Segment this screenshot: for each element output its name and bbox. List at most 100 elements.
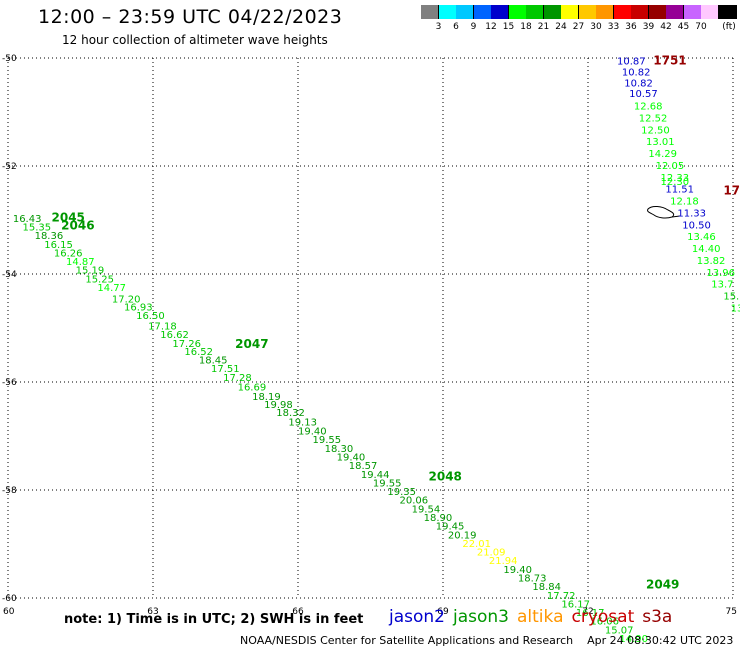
- wave-height-label: 12.18: [670, 197, 699, 208]
- lat-tick-label: -56: [2, 378, 17, 388]
- lat-tick-label: -50: [2, 54, 17, 64]
- satellite-legend: jason2 jason3 altika cryosat s3a: [389, 607, 680, 627]
- track-jason2: 10.8710.8210.8210.5712.6812.5212.5013.01…: [617, 54, 740, 315]
- scale-label: 45: [677, 22, 690, 32]
- wave-height-label: 11.33: [677, 208, 706, 219]
- pass-time-label: 1751: [653, 54, 686, 68]
- wave-height-label: 14.77: [97, 283, 126, 294]
- wave-height-label: 18.19: [252, 392, 281, 403]
- wave-height-label: 15.: [723, 292, 739, 303]
- wave-height-label: 10.82: [624, 78, 653, 89]
- wave-height-label: 19.40: [298, 427, 327, 438]
- footer-note: note: 1) Time is in UTC; 2) SWH is in fe…: [64, 612, 364, 627]
- lat-tick-label: -54: [2, 270, 17, 280]
- wave-height-label: 15.35: [23, 222, 52, 233]
- scale-swatch: [718, 5, 737, 19]
- lat-tick-label: -60: [2, 594, 17, 604]
- lat-tick-label: -58: [2, 486, 17, 496]
- lat-lon-grid: [7, 57, 734, 599]
- wave-height-label: 14.87: [66, 257, 95, 268]
- wave-height-label: 12.50: [641, 125, 670, 136]
- wave-height-label: 18.45: [199, 355, 228, 366]
- wave-height-label: 17.26: [172, 339, 201, 350]
- wave-height-label: 11.51: [665, 185, 694, 196]
- pass-time-label: 2046: [61, 218, 94, 232]
- wave-height-label: 14.40: [692, 244, 721, 255]
- wave-height-label: 14.90: [619, 634, 648, 645]
- scale-label: 15: [502, 22, 515, 32]
- lon-tick-label: 75: [726, 607, 737, 617]
- wave-height-label: 18.32: [276, 408, 305, 419]
- wave-height-label: 13.82: [697, 256, 726, 267]
- scale-label: 70: [695, 22, 707, 32]
- wave-height-label: 16.50: [136, 311, 165, 322]
- lat-tick-label: -52: [2, 162, 17, 172]
- wave-height-label: 12.05: [656, 161, 685, 172]
- wave-height-label: 10.57: [629, 89, 658, 100]
- wave-height-label: 13: [731, 303, 740, 314]
- wave-height-label: 22.01: [462, 539, 491, 550]
- wave-height-label: 18.73: [518, 573, 547, 584]
- scale-unit: (ft): [722, 22, 736, 32]
- wave-height-label: 14.29: [648, 149, 677, 160]
- wave-height-label: 18.36: [35, 231, 64, 242]
- lon-tick-label: 66: [292, 607, 304, 617]
- wave-height-label: 10.82: [622, 68, 651, 79]
- scale-label: 12: [485, 22, 497, 32]
- wave-height-label: 19.35: [387, 487, 416, 498]
- wave-height-label: 16.52: [184, 347, 213, 358]
- wave-height-label: 19.13: [288, 417, 317, 428]
- scale-label: 6: [453, 22, 459, 32]
- legend-altika: altika: [517, 607, 564, 627]
- wave-height-label: 12.33: [661, 173, 690, 184]
- pass-time-label: 2047: [235, 337, 268, 351]
- wave-height-label: 17.18: [148, 321, 177, 332]
- wave-height-label: 12.30: [661, 177, 690, 188]
- wave-height-label: 12.68: [634, 102, 663, 113]
- scale-label: 39: [642, 22, 655, 32]
- wave-height-label: 19.45: [436, 522, 465, 533]
- footer-credit: NOAA/NESDIS Center for Satellite Applica…: [240, 634, 733, 647]
- legend-cryosat: cryosat: [571, 607, 635, 627]
- wave-height-label: 13.46: [687, 232, 716, 243]
- wave-height-label: 16.17: [576, 608, 605, 619]
- pass-time-label: 2049: [646, 578, 679, 592]
- wave-height-label: 16.06: [590, 617, 619, 628]
- lon-tick-label: 72: [582, 607, 593, 617]
- wave-height-label: 19.98: [264, 400, 293, 411]
- wave-height-label: 15.07: [605, 625, 634, 636]
- lon-tick-label: 69: [437, 607, 449, 617]
- scale-label: 33: [607, 22, 620, 32]
- wave-height-label: 20.19: [448, 530, 477, 541]
- wave-height-label: 17.51: [211, 364, 240, 375]
- island-outline: [647, 206, 681, 219]
- wave-height-label: 17.72: [547, 591, 576, 602]
- legend-jason2: jason2: [389, 607, 445, 627]
- wave-height-label: 15.25: [85, 274, 114, 285]
- wave-height-label: 18.84: [532, 582, 561, 593]
- credit-text: NOAA/NESDIS Center for Satellite Applica…: [240, 634, 574, 647]
- wave-height-label: 19.55: [373, 478, 402, 489]
- lon-tick-label: 60: [3, 607, 15, 617]
- wave-height-label: 18.57: [349, 461, 378, 472]
- wave-height-label: 17.28: [223, 373, 252, 384]
- wave-height-label: 16.43: [13, 214, 42, 225]
- wave-height-label: 15.19: [76, 266, 105, 277]
- map-subtitle: 12 hour collection of altimeter wave hei…: [62, 33, 328, 47]
- wave-height-label: 13.7: [711, 280, 733, 291]
- generated-timestamp: Apr 24 08:30:42 UTC 2023: [587, 634, 734, 647]
- scale-label: 30: [590, 22, 602, 32]
- scale-label: 21: [537, 22, 550, 32]
- wave-height-label: 19.40: [337, 453, 366, 464]
- scale-label: 42: [660, 22, 672, 32]
- wave-height-label: 10.50: [682, 220, 711, 231]
- wave-height-label: 16.93: [124, 302, 153, 313]
- legend-jason3: jason3: [453, 607, 509, 627]
- pass-time-label: 2048: [429, 470, 462, 484]
- wave-height-label: 10.87: [617, 57, 646, 68]
- wave-height-label: 19.54: [412, 504, 441, 515]
- satellite-tracks: 16.4315.3518.3616.1516.2614.8715.1915.25…: [13, 54, 740, 645]
- wave-height-label: 19.40: [503, 565, 532, 576]
- lon-tick-label: 63: [147, 607, 158, 617]
- scale-label: 24: [555, 22, 567, 32]
